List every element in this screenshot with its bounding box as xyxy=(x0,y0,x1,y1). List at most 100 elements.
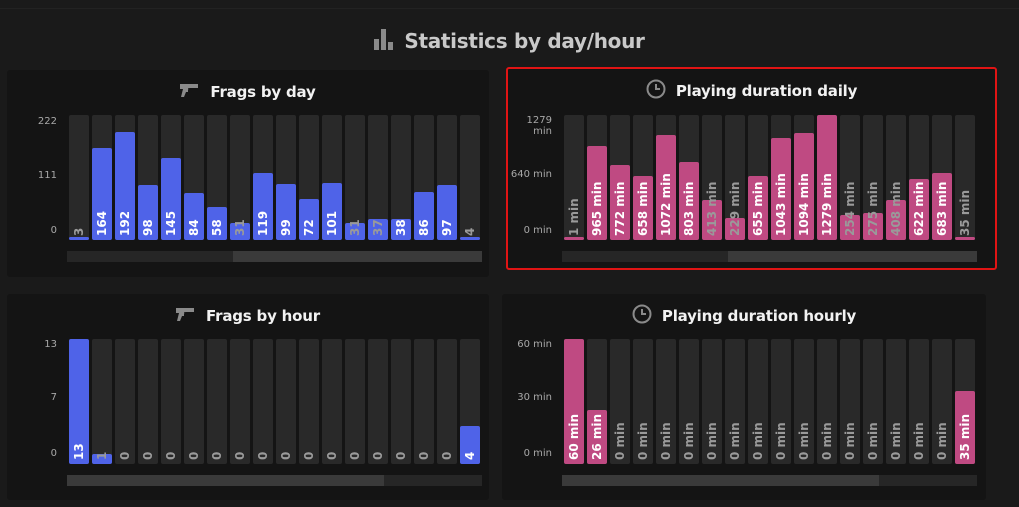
bar-column[interactable]: 0 xyxy=(345,339,366,464)
bar-column[interactable]: 0 min xyxy=(932,339,953,464)
scrollbar-thumb[interactable] xyxy=(384,475,482,486)
chart-bar xyxy=(299,199,320,240)
bar-column[interactable]: 0 min xyxy=(678,339,699,464)
bar-column[interactable]: 0 xyxy=(299,339,320,464)
scrollbar[interactable] xyxy=(562,475,977,486)
bar-column[interactable]: 1279 min xyxy=(817,115,838,240)
bar-value-text: 35 min xyxy=(958,413,973,460)
bar-column[interactable]: 97 xyxy=(437,115,458,240)
bar-column[interactable]: 26 min xyxy=(586,339,607,464)
bar-column[interactable]: 803 min xyxy=(678,115,699,240)
bar-column[interactable]: 0 min xyxy=(771,339,792,464)
y-tick: 0 min xyxy=(523,225,552,236)
bar-column[interactable]: 965 min xyxy=(586,115,607,240)
bar-column[interactable]: 408 min xyxy=(886,115,907,240)
bar-column[interactable]: 655 min xyxy=(747,115,768,240)
bar-column[interactable]: 1 xyxy=(91,339,112,464)
bar-column[interactable]: 58 xyxy=(206,115,227,240)
scrollbar-thumb[interactable] xyxy=(67,251,233,262)
clock-icon xyxy=(632,304,652,328)
scrollbar[interactable] xyxy=(67,251,482,262)
scrollbar[interactable] xyxy=(67,475,482,486)
bar-column[interactable]: 0 min xyxy=(701,339,722,464)
bar-column[interactable]: 0 min xyxy=(886,339,907,464)
bar-column[interactable]: 119 xyxy=(252,115,273,240)
bar-value-text: 1 xyxy=(94,451,109,460)
bar-column[interactable]: 0 xyxy=(183,339,204,464)
bar-column[interactable]: 0 min xyxy=(747,339,768,464)
bar-column[interactable]: 622 min xyxy=(909,115,930,240)
bar-column[interactable]: 37 xyxy=(368,115,389,240)
bar-column[interactable]: 1 min xyxy=(563,115,584,240)
bar-column[interactable]: 0 xyxy=(276,339,297,464)
bar-value-text: 0 xyxy=(279,451,294,460)
bar-value-text: 0 xyxy=(140,451,155,460)
bar-value-text: 683 min xyxy=(935,181,950,236)
bar-column[interactable]: 4 xyxy=(460,115,481,240)
y-tick: 111 xyxy=(37,170,57,181)
bar-value-text: 0 xyxy=(394,451,409,460)
bar-column[interactable]: 0 xyxy=(160,339,181,464)
chart-bar xyxy=(460,425,481,464)
scrollbar[interactable] xyxy=(562,251,977,262)
bar-column[interactable]: 0 min xyxy=(724,339,745,464)
bar-column[interactable]: 658 min xyxy=(632,115,653,240)
chart-bar xyxy=(701,199,722,240)
bar-column[interactable]: 72 xyxy=(299,115,320,240)
bar-column[interactable]: 0 min xyxy=(863,339,884,464)
bar-column[interactable]: 86 xyxy=(414,115,435,240)
bar-column[interactable]: 35 min xyxy=(955,115,976,240)
bar-column[interactable]: 0 xyxy=(368,339,389,464)
bar-column[interactable]: 0 min xyxy=(609,339,630,464)
bar-column[interactable]: 192 xyxy=(114,115,135,240)
bar-column[interactable]: 0 xyxy=(137,339,158,464)
bar-column[interactable]: 98 xyxy=(137,115,158,240)
frags-by-day-panel: Frags by day 222 111 0 3 164 192 98 145 84 58 3… xyxy=(7,70,489,277)
bar-column[interactable]: 0 min xyxy=(794,339,815,464)
bar-column[interactable]: 0 xyxy=(252,339,273,464)
bar-column[interactable]: 254 min xyxy=(840,115,861,240)
bar-value-text: 0 xyxy=(348,451,363,460)
bar-column[interactable]: 0 xyxy=(229,339,250,464)
bar-value-text: 0 min xyxy=(727,422,742,460)
bar-column[interactable]: 0 min xyxy=(655,339,676,464)
bar-column[interactable]: 0 xyxy=(322,339,343,464)
bar-column[interactable]: 99 xyxy=(276,115,297,240)
bar-column[interactable]: 772 min xyxy=(609,115,630,240)
bar-column[interactable]: 683 min xyxy=(932,115,953,240)
bar-column[interactable]: 145 xyxy=(160,115,181,240)
scrollbar-thumb[interactable] xyxy=(562,251,728,262)
bar-column[interactable]: 38 xyxy=(391,115,412,240)
bar-column[interactable]: 0 xyxy=(114,339,135,464)
bar-column[interactable]: 4 xyxy=(460,339,481,464)
bar-column[interactable]: 0 xyxy=(414,339,435,464)
chart-bar xyxy=(955,391,976,464)
bar-column[interactable]: 0 xyxy=(206,339,227,464)
bar-column[interactable]: 0 min xyxy=(840,339,861,464)
bar-column[interactable]: 413 min xyxy=(701,115,722,240)
bar-column[interactable]: 35 min xyxy=(955,339,976,464)
bar-column[interactable]: 84 xyxy=(183,115,204,240)
bar-column[interactable]: 0 min xyxy=(817,339,838,464)
bar-value-text: 0 min xyxy=(797,422,812,460)
chart-bar xyxy=(678,161,699,240)
scrollbar-thumb[interactable] xyxy=(879,475,977,486)
bar-column[interactable]: 3 xyxy=(68,115,89,240)
bar-column[interactable]: 229 min xyxy=(724,115,745,240)
bar-column[interactable]: 31 xyxy=(229,115,250,240)
bar-column[interactable]: 1043 min xyxy=(771,115,792,240)
bar-column[interactable]: 1094 min xyxy=(794,115,815,240)
bar-value-text: 0 xyxy=(371,451,386,460)
bar-column[interactable]: 13 xyxy=(68,339,89,464)
bar-column[interactable]: 31 xyxy=(345,115,366,240)
bar-column[interactable]: 275 min xyxy=(863,115,884,240)
bar-column[interactable]: 101 xyxy=(322,115,343,240)
bar-column[interactable]: 60 min xyxy=(563,339,584,464)
bar-column[interactable]: 1072 min xyxy=(655,115,676,240)
bar-column[interactable]: 0 xyxy=(437,339,458,464)
bar-column[interactable]: 164 xyxy=(91,115,112,240)
bar-column[interactable]: 0 xyxy=(391,339,412,464)
bar-column[interactable]: 0 min xyxy=(909,339,930,464)
bar-value-text: 1094 min xyxy=(797,173,812,236)
bar-column[interactable]: 0 min xyxy=(632,339,653,464)
